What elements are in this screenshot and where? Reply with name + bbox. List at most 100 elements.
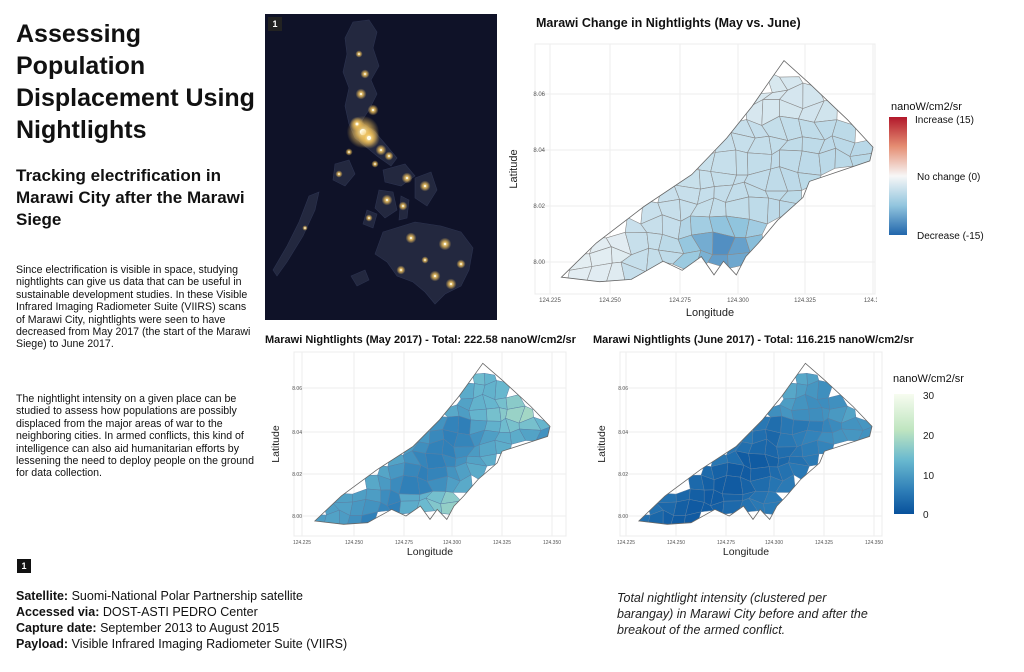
satellite-info: Satellite: Suomi-National Polar Partners… (16, 588, 347, 652)
tick-label: 124.225 (539, 298, 561, 304)
city-light (405, 176, 409, 180)
tick-label: 124.225 (293, 540, 311, 546)
city-light (423, 184, 427, 188)
city-light (374, 163, 376, 165)
city-light (443, 242, 447, 246)
figure-number-badge-footer: 1 (17, 559, 31, 573)
page-subtitle: Tracking electrification in Marawi City … (16, 166, 245, 229)
tick-label: 124.325 (794, 298, 816, 304)
city-light (409, 236, 413, 240)
satellite-label: Satellite: (16, 589, 69, 603)
city-light (359, 92, 363, 96)
change-map-x-label: Longitude (686, 307, 734, 319)
tick-label: 124.275 (395, 540, 413, 546)
tick-label: 124.275 (669, 298, 691, 304)
city-light (371, 108, 375, 112)
may-map-chart: 124.225 124.250 124.275 124.300 124.325 124.3… (270, 351, 567, 558)
change-map-y-label: Latitude (508, 149, 520, 188)
city-light (402, 205, 404, 207)
june-map-y-ticks: 8.06 8.04 8.02 8.00 (618, 386, 628, 520)
figure-caption: Total nightlight intensity (clustered pe… (617, 591, 868, 637)
accessed-label: Accessed via: (16, 605, 100, 619)
satellite-nightlights-image (265, 14, 497, 320)
barangay-cell (735, 149, 749, 176)
barangay-cell (398, 493, 421, 502)
tick-label: 8.02 (618, 472, 628, 478)
june-map-chart: 124.225 124.250 124.275 124.300 124.325 124.3… (596, 351, 883, 558)
page-title: Assessing Population Displacement Using … (16, 20, 255, 144)
may-map-y-ticks: 8.06 8.04 8.02 8.00 (292, 386, 302, 520)
change-map-chart: 124.225 124.250 124.275 124.300 124.325 124.3… (508, 43, 877, 319)
city-light (433, 274, 437, 278)
city-boundary (637, 362, 873, 525)
city-light (385, 198, 389, 202)
city-light (460, 263, 462, 265)
barangay-cell (721, 493, 744, 502)
city-light (368, 217, 370, 219)
tick-label: 8.04 (533, 148, 545, 154)
city-boundary (560, 60, 874, 283)
tick-label: 124.350 (865, 540, 883, 546)
tick-label: 8.00 (533, 260, 545, 266)
june-map-barangays (637, 362, 873, 525)
city-light (355, 122, 359, 126)
change-map-x-ticks: 124.225 124.250 124.275 124.300 124.325 124.3… (539, 298, 877, 304)
legend-tick: 20 (923, 431, 935, 442)
barangay-cell (808, 407, 824, 422)
may-map-x-label: Longitude (407, 546, 453, 558)
june-map-x-ticks: 124.225 124.250 124.275 124.300 124.325 124.3… (617, 540, 883, 546)
intensity-legend-title: nanoW/cm2/sr (893, 373, 964, 385)
legend-tick: 10 (923, 471, 935, 482)
intensity-legend-ticks: 30 20 10 0 (923, 391, 935, 521)
change-legend-title: nanoW/cm2/sr (891, 101, 962, 113)
city-light (358, 53, 360, 55)
philippines-nightlights-map (265, 14, 497, 320)
city-light (364, 73, 366, 75)
barangay-cell (791, 408, 810, 422)
payload-label: Payload: (16, 637, 69, 651)
legend-tick: 0 (923, 510, 929, 521)
barangay-cell (662, 509, 674, 525)
legend-tick: 30 (923, 391, 935, 402)
city-light (388, 155, 390, 157)
tick-label: 8.04 (292, 430, 302, 436)
change-legend-colorbar (889, 117, 907, 235)
intensity-legend-colorbar: 30 20 10 0 (894, 391, 935, 521)
tick-label: 8.06 (533, 92, 545, 98)
city-lights (302, 50, 466, 290)
accessed-value: DOST-ASTI PEDRO Center (102, 605, 258, 619)
change-map-y-ticks: 8.06 8.04 8.02 8.00 (533, 92, 545, 266)
city-light (366, 135, 372, 141)
tick-label: 8.00 (292, 514, 302, 520)
payload-row: Payload: Visible Infrared Imaging Radiom… (16, 636, 347, 652)
capture-value: September 2013 to August 2015 (100, 621, 280, 635)
satellite-value: Suomi-National Polar Partnership satelli… (71, 589, 303, 603)
analysis-paragraph: The nightlight intensity on a given plac… (16, 393, 254, 480)
change-map-title: Marawi Change in Nightlights (May vs. Ju… (536, 16, 801, 30)
tick-label: 124.325 (493, 540, 511, 546)
june-map-title: Marawi Nightlights (June 2017) - Total: … (593, 334, 914, 346)
june-map-y-label: Latitude (596, 425, 608, 463)
barangay-cell (486, 407, 502, 422)
tick-label: 8.02 (292, 472, 302, 478)
legend-increase-label: Increase (15) (915, 115, 974, 126)
barangay-cell (468, 408, 488, 422)
tick-label: 8.00 (618, 514, 628, 520)
change-map-barangays (560, 60, 874, 283)
tick-label: 124.325 (815, 540, 833, 546)
city-light (449, 282, 453, 286)
barangay-cell (585, 262, 613, 282)
intro-paragraph: Since electrification is visible in spac… (16, 264, 251, 351)
accessed-row: Accessed via: DOST-ASTI PEDRO Center (16, 604, 347, 620)
may-map-y-label: Latitude (270, 425, 282, 463)
tick-label: 124.250 (667, 540, 685, 546)
payload-value: Visible Infrared Imaging Radiometer Suit… (71, 637, 348, 651)
tick-label: 8.04 (618, 430, 628, 436)
tick-label: 124.300 (765, 540, 783, 546)
tick-label: 124.225 (617, 540, 635, 546)
tick-label: 8.02 (533, 204, 545, 210)
tick-label: 8.06 (292, 386, 302, 392)
tick-label: 124.250 (345, 540, 363, 546)
barangay-cell (797, 150, 822, 176)
capture-label: Capture date: (16, 621, 97, 635)
